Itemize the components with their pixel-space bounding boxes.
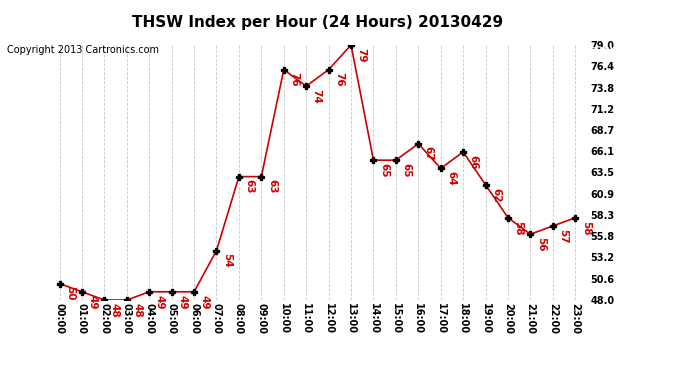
Text: 63: 63 bbox=[267, 179, 277, 194]
Text: 64: 64 bbox=[446, 171, 456, 186]
Text: 49: 49 bbox=[199, 294, 210, 309]
Text: 74: 74 bbox=[312, 89, 322, 104]
Text: 48: 48 bbox=[110, 303, 120, 317]
Text: 57: 57 bbox=[558, 229, 569, 243]
Text: 48: 48 bbox=[132, 303, 142, 317]
Text: 49: 49 bbox=[155, 294, 165, 309]
Text: 65: 65 bbox=[379, 163, 389, 177]
Text: 76: 76 bbox=[334, 72, 344, 87]
Text: 62: 62 bbox=[491, 188, 501, 202]
Text: 65: 65 bbox=[402, 163, 411, 177]
Text: 49: 49 bbox=[177, 294, 187, 309]
Text: 56: 56 bbox=[536, 237, 546, 252]
Text: 58: 58 bbox=[513, 220, 524, 235]
Text: 67: 67 bbox=[424, 147, 434, 161]
Text: 63: 63 bbox=[244, 179, 255, 194]
Text: 58: 58 bbox=[581, 220, 591, 235]
Text: THSW  (°F): THSW (°F) bbox=[588, 46, 647, 57]
Text: 76: 76 bbox=[289, 72, 299, 87]
Text: THSW Index per Hour (24 Hours) 20130429: THSW Index per Hour (24 Hours) 20130429 bbox=[132, 15, 503, 30]
Text: Copyright 2013 Cartronics.com: Copyright 2013 Cartronics.com bbox=[7, 45, 159, 55]
Text: 49: 49 bbox=[88, 294, 97, 309]
Text: 50: 50 bbox=[65, 286, 75, 301]
Text: 54: 54 bbox=[222, 254, 232, 268]
Text: 66: 66 bbox=[469, 155, 479, 169]
Text: 79: 79 bbox=[357, 48, 366, 62]
